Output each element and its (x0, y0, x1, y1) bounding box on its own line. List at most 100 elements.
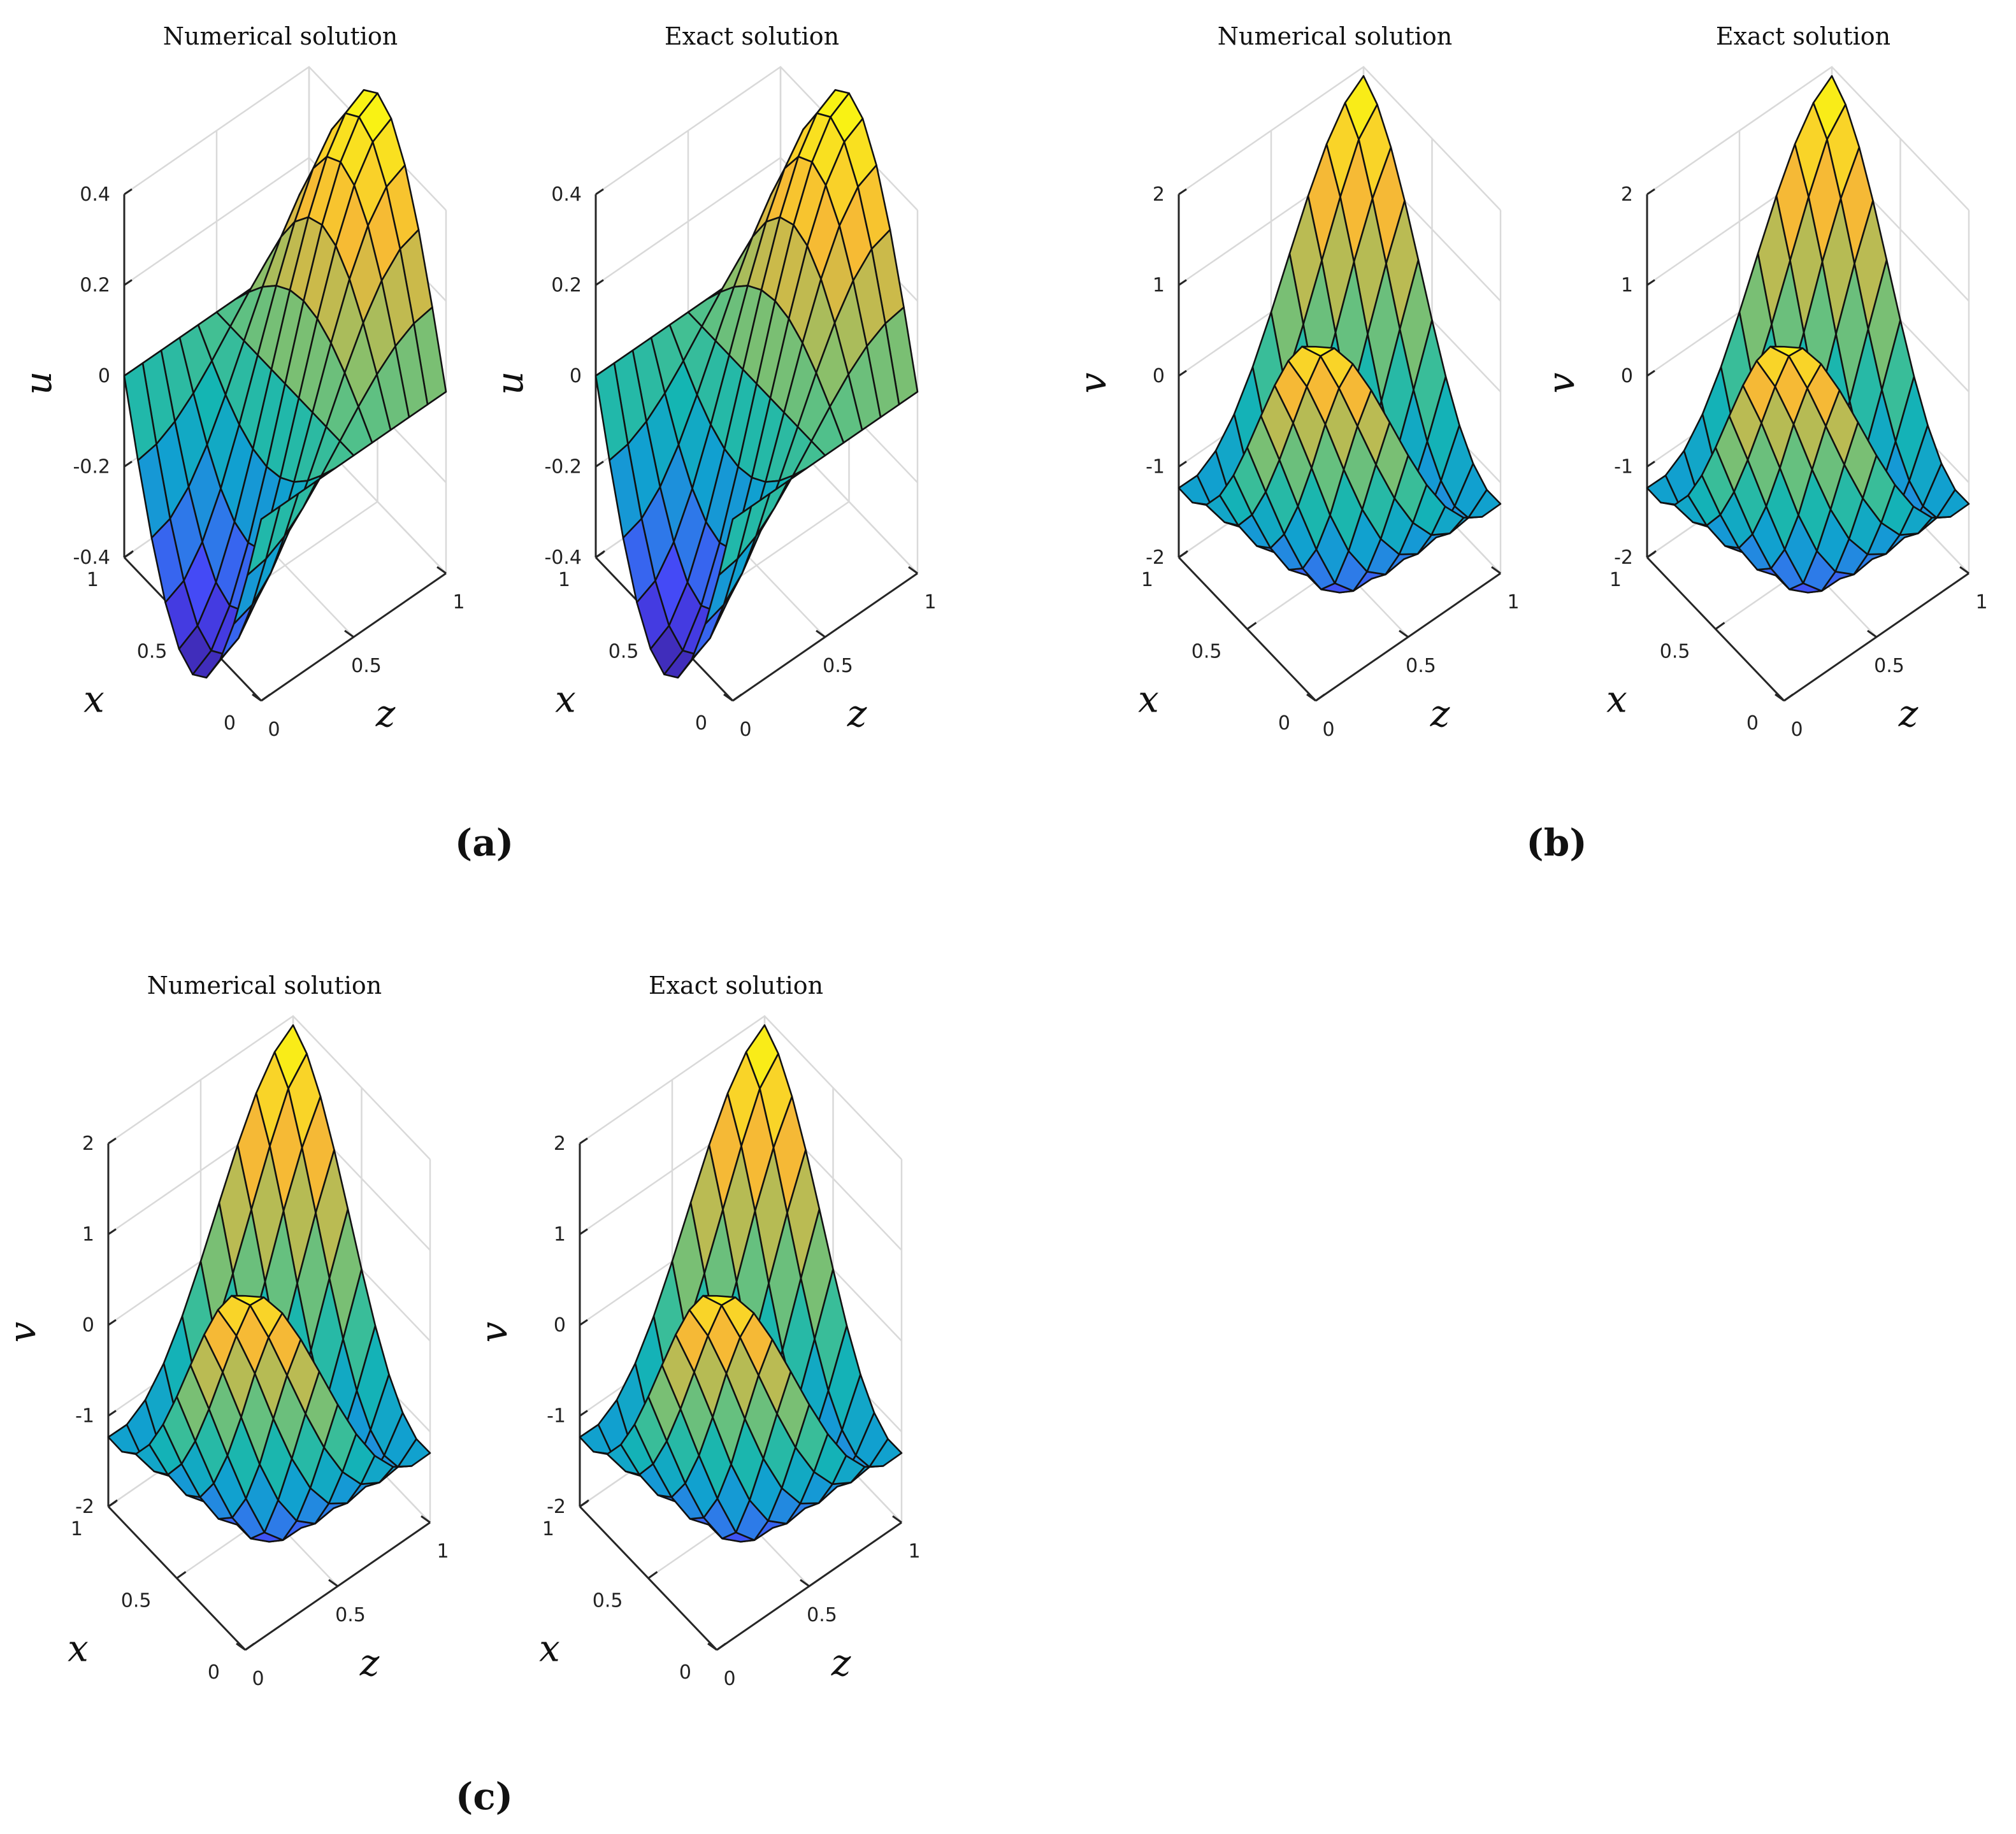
z-tick-label: 1 (452, 591, 464, 613)
value-tick-label: 1 (82, 1224, 94, 1246)
value-tick-label: 0.4 (80, 183, 110, 206)
x-tick-label: 1 (1141, 569, 1153, 591)
x-tick-label: 1 (1609, 569, 1622, 591)
value-tick (108, 1410, 117, 1417)
z-tick-label: 1 (908, 1540, 920, 1563)
axes: -2 -1 0 1 2 0 0.5 1 0 0.5 1 (71, 1133, 449, 1690)
x-axis-label: x (83, 678, 104, 721)
axes: -2 -1 0 1 2 0 0.5 1 0 0.5 1 (1141, 183, 1520, 741)
value-tick-label: 2 (1153, 183, 1165, 206)
z-tick (1399, 629, 1409, 638)
value-tick (1646, 279, 1655, 286)
surface (579, 1024, 903, 1543)
z-tick-label: 1 (1975, 591, 1987, 613)
z-tick (1306, 693, 1316, 702)
value-tick-label: 2 (1621, 183, 1633, 206)
value-tick-label: -0.2 (73, 456, 110, 478)
surface-patch (702, 1294, 737, 1307)
value-tick-label: 2 (554, 1133, 566, 1155)
z-tick (1959, 566, 1969, 575)
value-tick-label: 0 (98, 365, 110, 387)
value-tick-label: -1 (1614, 456, 1633, 478)
x-tick (1715, 622, 1725, 630)
z-tick (707, 1642, 717, 1651)
value-axis-label: v (1, 1322, 44, 1343)
panel-c-exact: -2 -1 0 1 2 0 0.5 1 0 0.5 1 v x z Exact solution (472, 971, 921, 1690)
x-tick (1178, 550, 1188, 559)
x-tick-label: 1 (558, 569, 570, 591)
value-tick-label: -0.2 (544, 456, 582, 478)
z-tick (723, 693, 733, 702)
value-tick (124, 279, 133, 286)
value-tick (124, 188, 133, 196)
value-tick (108, 1137, 117, 1145)
value-tick (1178, 369, 1187, 377)
value-tick-label: 1 (1621, 275, 1633, 297)
x-tick (716, 1642, 726, 1651)
value-tick-label: 0 (82, 1314, 94, 1336)
z-tick (252, 693, 262, 702)
panel-a-numerical: -0.4 -0.2 0 0.2 0.4 0 0.5 1 0 0.5 1 u x z Numerical so… (17, 22, 465, 741)
value-tick-label: 2 (82, 1133, 94, 1155)
z-tick-label: 0.5 (823, 655, 853, 677)
panel-title: Numerical solution (163, 22, 398, 50)
z-tick-label: 0 (268, 719, 280, 741)
value-tick-label: 0.4 (551, 183, 582, 206)
value-axis-label: u (488, 371, 531, 395)
z-tick (421, 1515, 431, 1524)
x-tick-label: 0.5 (121, 1590, 152, 1612)
value-tick-label: 0.2 (551, 275, 582, 297)
z-axis-label: z (1898, 692, 1919, 735)
value-axis-label: v (1071, 373, 1114, 394)
panel-c-numerical: -2 -1 0 1 2 0 0.5 1 0 0.5 1 v x z Numerical solution (1, 971, 449, 1690)
x-tick-label: 0.5 (1660, 641, 1690, 663)
z-tick (236, 1642, 246, 1651)
surface (594, 89, 919, 679)
axes: -0.4 -0.2 0 0.2 0.4 0 0.5 1 0 0.5 1 (544, 183, 936, 741)
z-axis-label: z (831, 1641, 851, 1684)
z-tick-label: 0 (252, 1668, 264, 1690)
z-tick (344, 629, 354, 638)
value-tick-label: -2 (1146, 547, 1165, 569)
z-tick-label: 1 (1507, 591, 1519, 613)
x-tick (108, 1499, 118, 1508)
z-tick (1867, 629, 1877, 638)
axes: -2 -1 0 1 2 0 0.5 1 0 0.5 1 (1609, 183, 1988, 741)
x-axis-label: x (555, 678, 576, 721)
x-tick-label: 0.5 (593, 1590, 623, 1612)
surface (123, 89, 447, 679)
axes: -2 -1 0 1 2 0 0.5 1 0 0.5 1 (542, 1133, 921, 1690)
z-tick-label: 0 (723, 1668, 735, 1690)
x-tick-label: 0 (1746, 712, 1759, 734)
x-tick (1783, 693, 1794, 702)
value-tick-label: 0 (554, 1314, 566, 1336)
x-tick-label: 0 (679, 1661, 691, 1684)
x-tick-label: 0 (1278, 712, 1290, 734)
value-tick (579, 1410, 588, 1417)
caption-a: (a) (455, 821, 514, 864)
value-tick (124, 461, 133, 468)
panel-title: Exact solution (1716, 22, 1890, 50)
x-axis-label: x (539, 1627, 560, 1670)
x-tick (579, 1499, 589, 1508)
panel-b-numerical: -2 -1 0 1 2 0 0.5 1 0 0.5 1 v x z Numerical solution (1071, 22, 1520, 741)
x-tick-label: 0 (695, 712, 707, 734)
z-tick-label: 0.5 (1874, 655, 1904, 677)
z-tick (1491, 566, 1501, 575)
value-tick-label: 0.2 (80, 275, 110, 297)
x-tick (1315, 693, 1325, 702)
x-tick (1646, 550, 1657, 559)
z-tick-label: 1 (436, 1540, 449, 1563)
value-tick-label: 1 (1153, 275, 1165, 297)
surface-patch (718, 505, 752, 576)
value-tick-label: -2 (1614, 547, 1633, 569)
panel-title: Numerical solution (147, 971, 382, 999)
value-tick (1646, 188, 1655, 196)
x-axis-label: x (1606, 678, 1627, 721)
value-tick-label: -2 (547, 1496, 566, 1518)
value-axis-label: u (17, 371, 60, 395)
x-tick-label: 1 (71, 1518, 83, 1540)
z-tick-label: 0 (739, 719, 751, 741)
z-tick (1775, 693, 1785, 702)
